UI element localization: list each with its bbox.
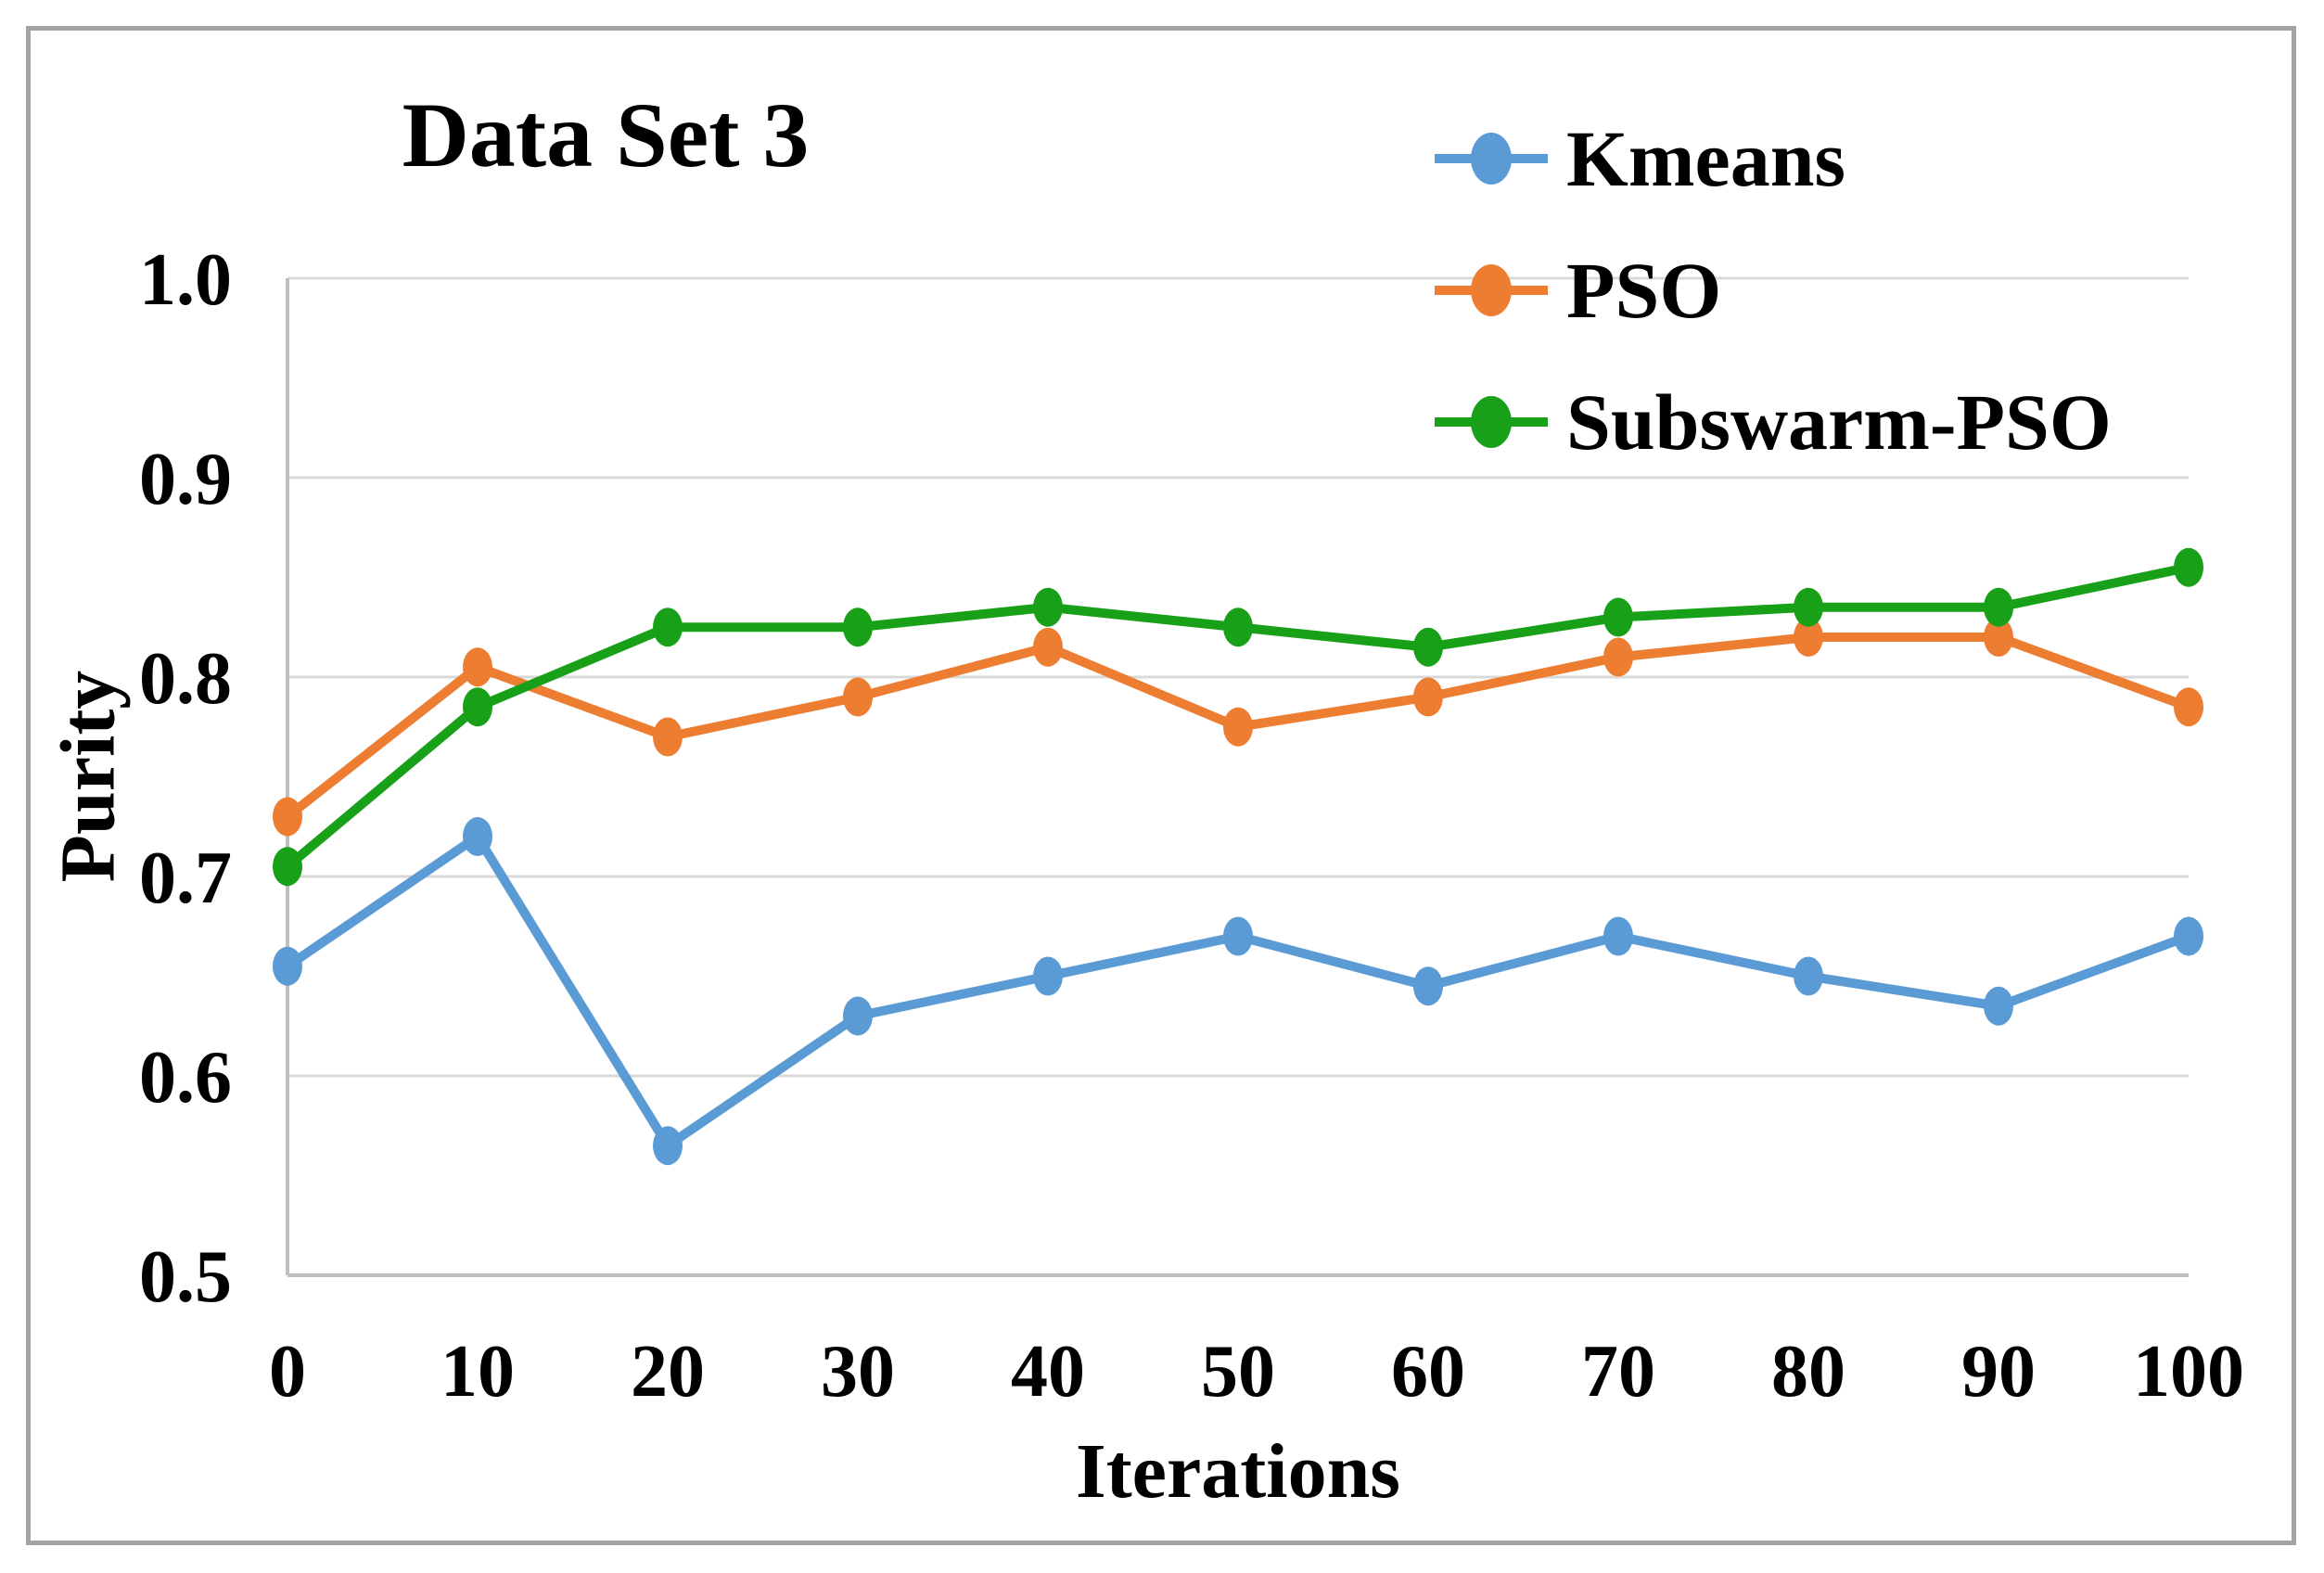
- data-point-Subswarm-PSO-100: [2174, 547, 2203, 587]
- y-tick-label-0.5: 0.5: [139, 1236, 232, 1318]
- x-tick-label-30: 30: [821, 1331, 895, 1413]
- data-point-Subswarm-PSO-50: [1223, 607, 1253, 647]
- data-point-PSO-60: [1413, 677, 1443, 717]
- data-point-PSO-40: [1033, 627, 1063, 667]
- data-point-Subswarm-PSO-30: [843, 607, 873, 647]
- x-tick-label-70: 70: [1581, 1331, 1655, 1413]
- data-point-Kmeans-30: [843, 996, 873, 1036]
- legend-item-subswarm-pso: Subswarm-PSO: [1431, 356, 2112, 488]
- data-point-PSO-80: [1794, 618, 1823, 657]
- legend-marker-pso: [1435, 264, 1548, 316]
- data-point-Subswarm-PSO-70: [1603, 597, 1633, 637]
- legend: Kmeans PSO Subswarm-PSO: [1431, 93, 2112, 488]
- data-point-Kmeans-50: [1223, 916, 1253, 956]
- data-point-Subswarm-PSO-80: [1794, 587, 1823, 627]
- data-point-Kmeans-80: [1794, 956, 1823, 996]
- x-tick-label-80: 80: [1771, 1331, 1845, 1413]
- legend-item-kmeans: Kmeans: [1431, 93, 2112, 224]
- legend-label-subswarm-pso: Subswarm-PSO: [1566, 377, 2112, 467]
- data-point-Subswarm-PSO-60: [1413, 627, 1443, 667]
- data-point-Kmeans-10: [463, 817, 492, 856]
- legend-marker-kmeans: [1435, 133, 1548, 185]
- data-point-PSO-0: [273, 797, 302, 837]
- series-line-Kmeans: [283, 832, 2193, 1151]
- chart-title: Data Set 3: [402, 83, 810, 186]
- x-tick-label-90: 90: [1961, 1331, 2036, 1413]
- data-point-Kmeans-60: [1413, 966, 1443, 1006]
- x-tick-label-0: 0: [269, 1331, 306, 1413]
- x-tick-label-50: 50: [1201, 1331, 1275, 1413]
- data-point-Subswarm-PSO-20: [653, 607, 683, 647]
- data-point-Kmeans-20: [653, 1126, 683, 1166]
- data-point-PSO-20: [653, 717, 683, 757]
- legend-label-kmeans: Kmeans: [1566, 114, 1845, 203]
- data-point-PSO-100: [2174, 687, 2203, 727]
- y-tick-label-0.9: 0.9: [139, 439, 232, 520]
- data-point-Kmeans-40: [1033, 956, 1063, 996]
- data-point-PSO-10: [463, 647, 492, 687]
- x-tick-label-60: 60: [1391, 1331, 1465, 1413]
- data-point-Kmeans-100: [2174, 916, 2203, 956]
- data-point-Kmeans-70: [1603, 916, 1633, 956]
- legend-marker-subswarm-pso: [1435, 396, 1548, 448]
- legend-item-pso: PSO: [1431, 224, 2112, 356]
- x-tick-label-100: 100: [2133, 1331, 2244, 1413]
- y-axis-title: Purity: [45, 670, 132, 883]
- legend-dot: [1471, 264, 1512, 316]
- data-point-Subswarm-PSO-10: [463, 687, 492, 727]
- data-point-Kmeans-0: [273, 946, 302, 986]
- x-tick-label-20: 20: [631, 1331, 705, 1413]
- data-point-PSO-90: [1984, 618, 2013, 657]
- data-point-PSO-70: [1603, 637, 1633, 677]
- data-point-PSO-30: [843, 677, 873, 717]
- legend-dot: [1471, 133, 1512, 185]
- y-tick-label-1.0: 1.0: [139, 239, 232, 321]
- y-tick-label-0.8: 0.8: [139, 638, 232, 720]
- x-axis-title: Iterations: [1076, 1428, 1400, 1515]
- x-tick-label-10: 10: [441, 1331, 515, 1413]
- legend-dot: [1471, 396, 1512, 448]
- data-point-Subswarm-PSO-40: [1033, 587, 1063, 627]
- data-point-Subswarm-PSO-90: [1984, 587, 2013, 627]
- data-point-PSO-50: [1223, 707, 1253, 747]
- x-tick-label-40: 40: [1011, 1331, 1085, 1413]
- legend-label-pso: PSO: [1566, 246, 1722, 335]
- y-tick-label-0.7: 0.7: [139, 838, 232, 919]
- y-tick-label-0.6: 0.6: [139, 1037, 232, 1119]
- data-point-Kmeans-90: [1984, 986, 2013, 1026]
- data-point-Subswarm-PSO-0: [273, 847, 302, 887]
